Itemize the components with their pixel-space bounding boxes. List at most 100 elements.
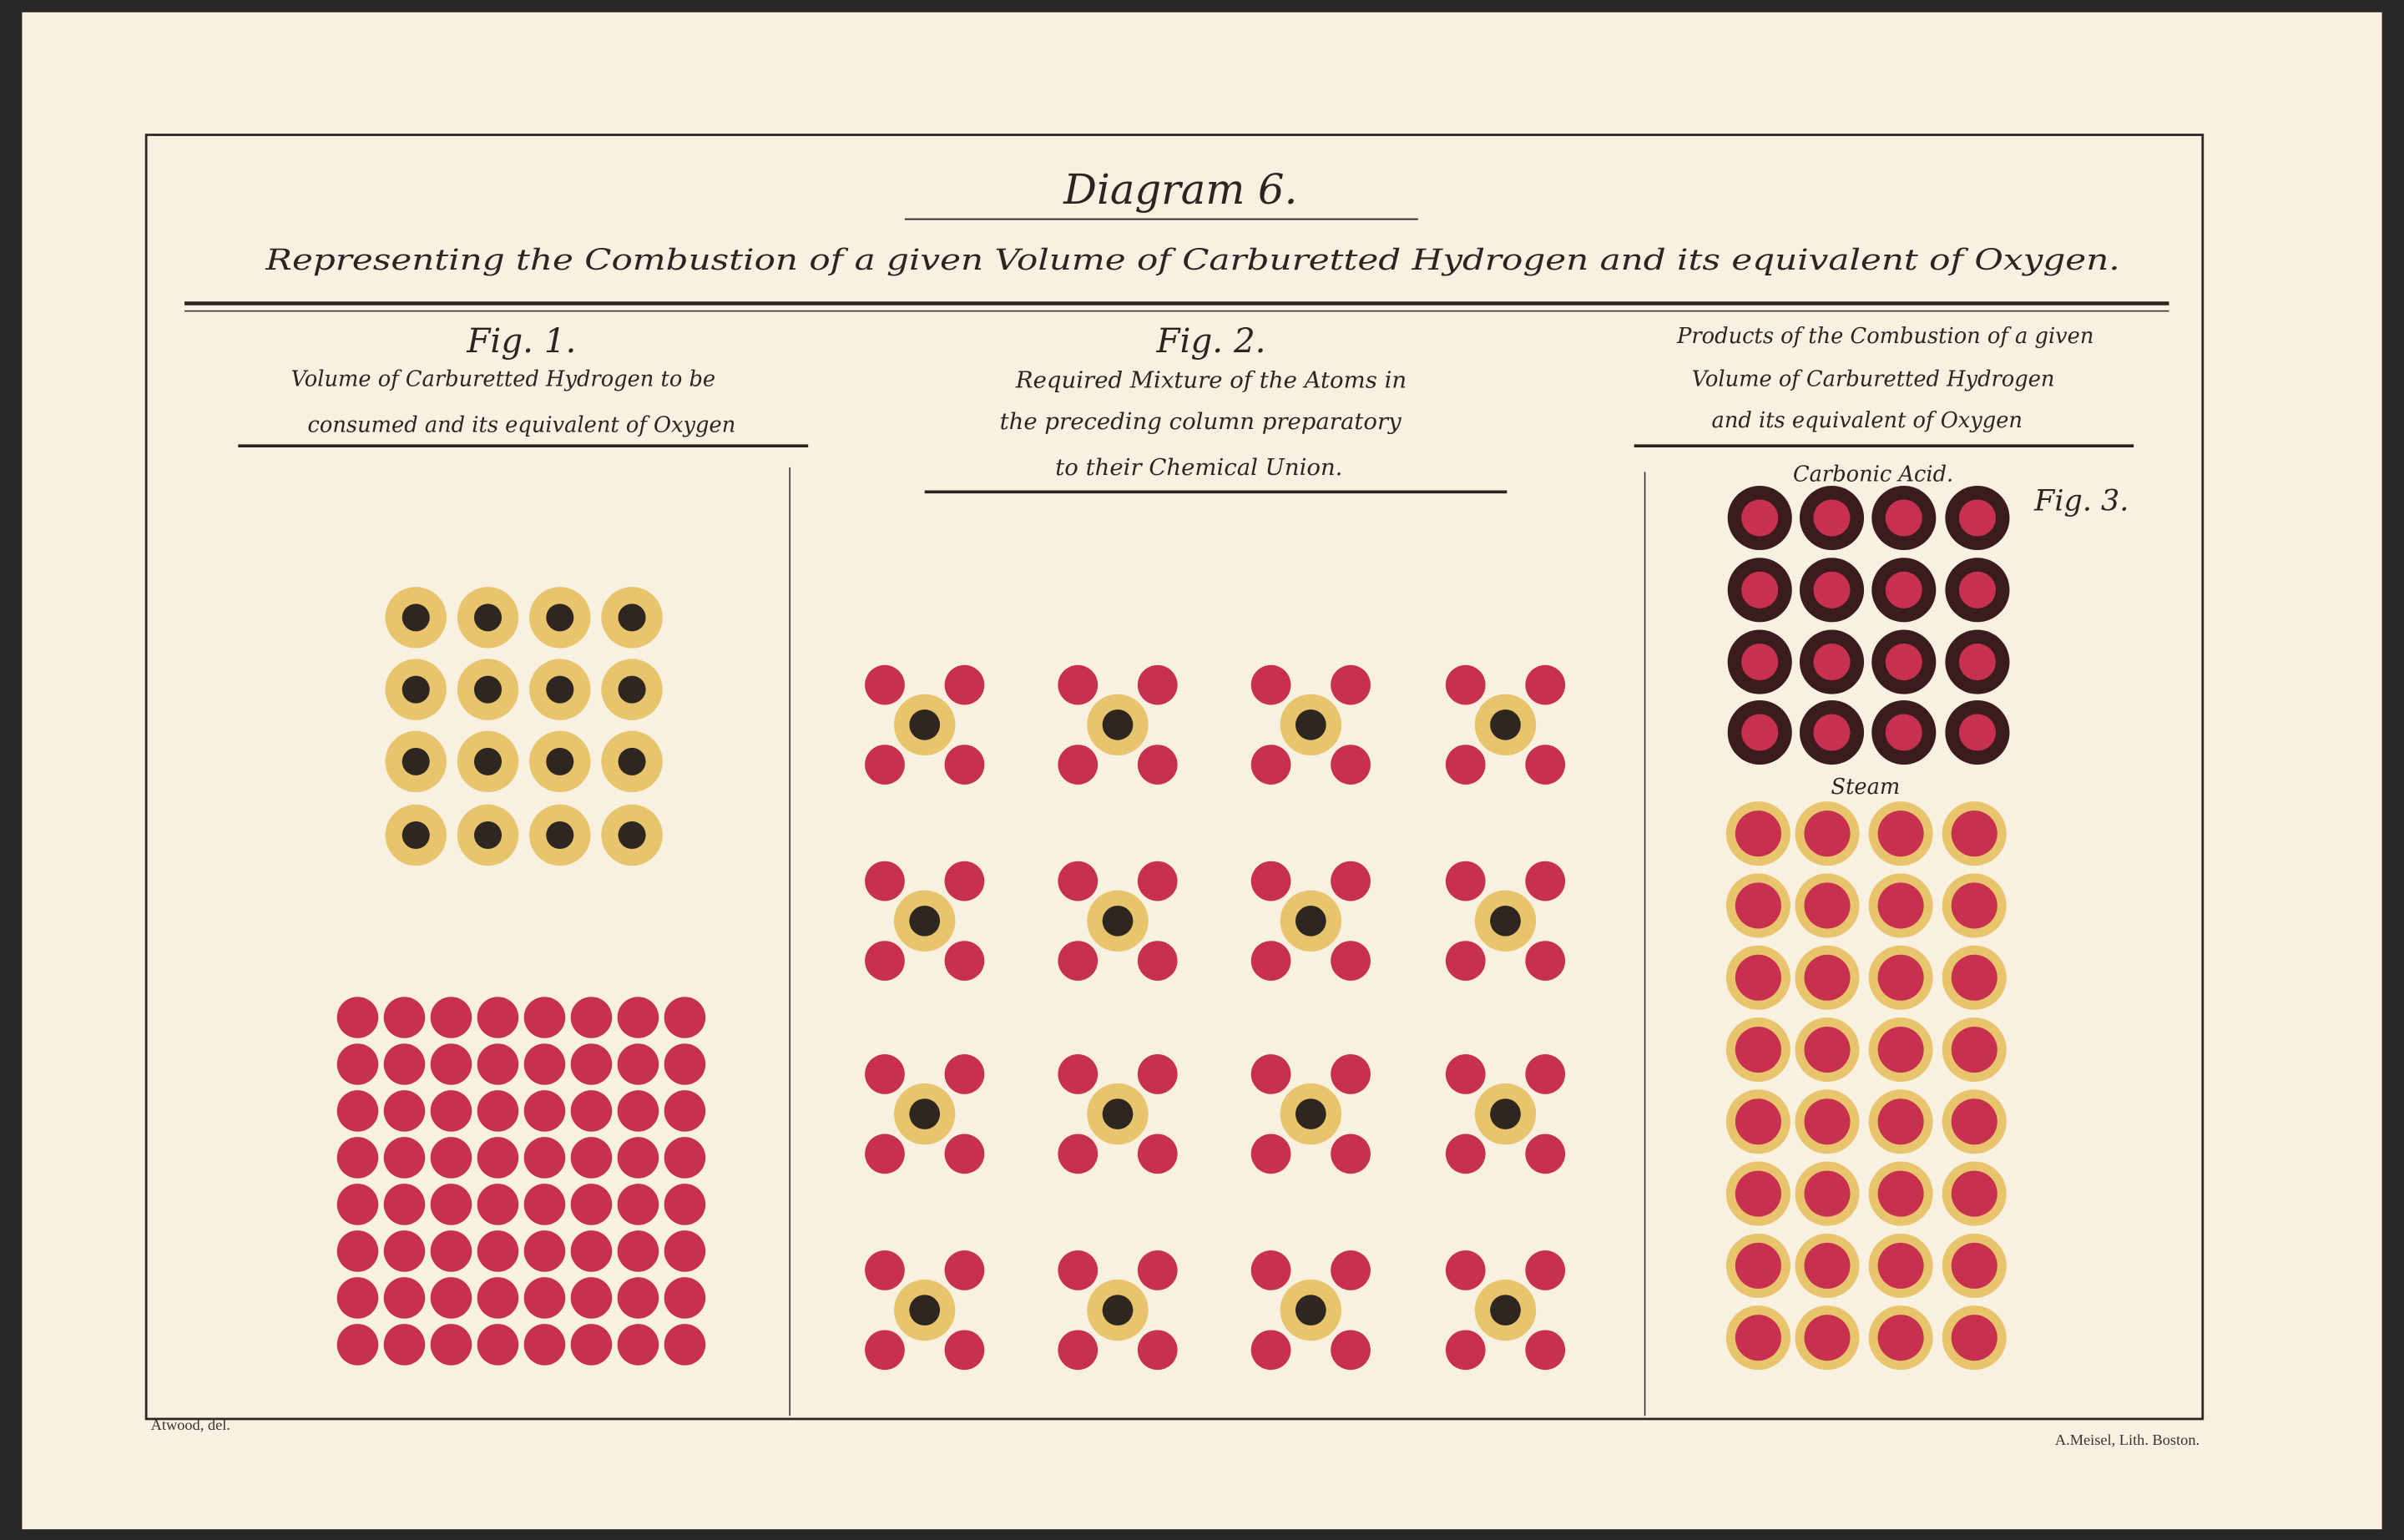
oxygen-atom [1525, 664, 1566, 705]
fig3-caption-line2: Volume of Carburetted Hydrogen [1692, 367, 2055, 392]
oxygen-atom [477, 1230, 519, 1272]
oxygen-atom [1250, 1250, 1291, 1290]
oxygen-atom [865, 1134, 905, 1174]
oxygen-atom [430, 1090, 472, 1132]
carbon-core [473, 747, 503, 775]
steam-core [1877, 1170, 1924, 1217]
steam-core [1951, 1027, 1997, 1073]
oxygen-atom [383, 1137, 426, 1179]
oxygen-atom [1445, 745, 1486, 785]
credit-left: Atwood, del. [151, 1416, 230, 1433]
oxygen-atom [1250, 861, 1291, 901]
carbon-core [402, 821, 430, 850]
oxygen-atom [1445, 1134, 1486, 1174]
oxygen-atom [1137, 1250, 1178, 1290]
oxygen-atom [523, 1184, 566, 1225]
oxygen-atom [430, 1230, 472, 1272]
carbon-core [546, 675, 574, 704]
oxygen-atom [1058, 941, 1098, 981]
fig3-label: Fig. 3. [2033, 484, 2129, 518]
oxygen-atom [617, 1324, 659, 1366]
oxygen-atom [1250, 941, 1291, 981]
carbonic-acid-core [1813, 714, 1851, 751]
oxygen-atom [1250, 1054, 1291, 1094]
diagram-subtitle: Representing the Combustion of a given V… [265, 244, 2120, 277]
oxygen-atom [383, 1324, 426, 1366]
carbon-core [1102, 1295, 1134, 1325]
oxygen-atom [383, 1230, 426, 1272]
oxygen-atom [430, 1043, 472, 1085]
oxygen-atom [523, 1090, 566, 1132]
oxygen-atom [336, 1277, 379, 1319]
fig2-caption-line1: Required Mixture of the Atoms in [1015, 366, 1407, 393]
oxygen-atom [1331, 941, 1371, 981]
carbonic-acid-core [1958, 499, 1996, 537]
carbon-core [909, 709, 941, 740]
oxygen-atom [617, 1090, 659, 1132]
steam-core [1951, 882, 1997, 929]
steam-core [1735, 882, 1781, 929]
oxygen-atom [664, 1137, 706, 1179]
oxygen-atom [865, 1250, 905, 1290]
steam-core [1804, 1170, 1851, 1217]
carbonic-acid-core [1885, 571, 1922, 608]
oxygen-atom [1525, 1054, 1566, 1094]
atom-dots [336, 485, 2010, 1371]
oxygen-atom [523, 1230, 566, 1272]
oxygen-atom [617, 1277, 659, 1319]
carbon-core [618, 675, 646, 704]
steam-core [1877, 1098, 1924, 1145]
steam-core [1735, 1098, 1781, 1145]
oxygen-atom [1525, 1250, 1566, 1290]
carbon-core [1490, 1295, 1521, 1325]
oxygen-atom [664, 1184, 706, 1225]
oxygen-atom [1331, 861, 1371, 901]
oxygen-atom [336, 1137, 379, 1179]
oxygen-atom [865, 664, 905, 705]
steam-core [1951, 954, 1997, 1001]
oxygen-atom [1445, 1250, 1486, 1290]
steam-core [1877, 810, 1924, 857]
carbon-core [909, 1098, 941, 1129]
oxygen-atom [477, 1090, 519, 1132]
carbon-core [1102, 905, 1134, 937]
carbon-core [909, 1295, 941, 1325]
oxygen-atom [570, 997, 613, 1038]
oxygen-atom [1525, 1330, 1566, 1371]
steam-core [1804, 1315, 1851, 1361]
carbon-core [1490, 1098, 1521, 1129]
oxygen-atom [477, 1043, 519, 1085]
oxygen-atom [944, 861, 985, 901]
oxygen-atom [430, 997, 472, 1038]
oxygen-atom [1137, 1134, 1178, 1174]
oxygen-atom [430, 1324, 472, 1366]
carbonic-acid-core [1813, 571, 1851, 608]
oxygen-atom [477, 1277, 519, 1319]
steam-core [1804, 1242, 1851, 1289]
carbon-core [1295, 905, 1326, 937]
oxygen-atom [570, 1043, 613, 1085]
oxygen-atom [664, 1043, 706, 1085]
carbon-core [1102, 1098, 1134, 1129]
oxygen-atom [336, 997, 379, 1038]
oxygen-atom [664, 997, 706, 1038]
fig3-caption-line3: and its equivalent of Oxygen [1712, 408, 2023, 433]
carbon-core [618, 821, 646, 850]
oxygen-atom [523, 1277, 566, 1319]
frame-border [144, 134, 2205, 1421]
oxygen-atom [477, 1137, 519, 1179]
carbonic-acid-core [1958, 644, 1996, 681]
oxygen-atom [1058, 745, 1098, 785]
oxygen-atom [383, 1043, 426, 1085]
oxygen-atom [664, 1277, 706, 1319]
carbonic-acid-core [1885, 714, 1922, 751]
oxygen-atom [617, 1230, 659, 1272]
steam-core [1804, 954, 1851, 1001]
steam-core [1877, 1315, 1924, 1361]
oxygen-atom [944, 664, 985, 705]
carbonic-acid-core [1885, 499, 1922, 537]
steam-core [1735, 954, 1781, 1001]
steam-core [1804, 882, 1851, 929]
oxygen-atom [1058, 664, 1098, 705]
